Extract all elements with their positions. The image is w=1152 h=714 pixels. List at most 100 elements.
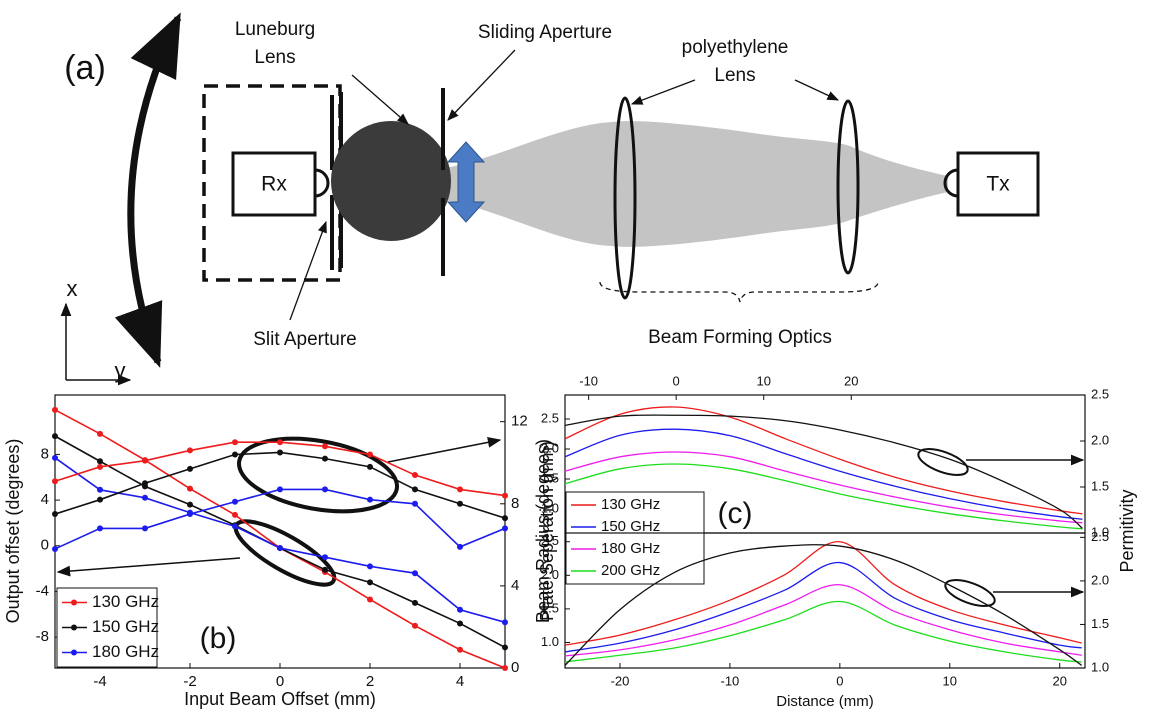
data-point <box>187 447 193 454</box>
y-tick-label: 4 <box>511 577 519 594</box>
diagram: (a) Rx Tx Luneburg Lens Sliding Aperture… <box>60 12 1040 386</box>
data-point <box>232 439 238 446</box>
x-tick-label: -2 <box>183 673 196 690</box>
y-tick-label: 2.0 <box>1091 572 1109 587</box>
y-axis-title: Plate Seperation (mm) <box>537 441 557 621</box>
x-tick-label: -10 <box>721 673 740 688</box>
data-point <box>367 596 373 603</box>
brace <box>599 281 879 303</box>
data-point <box>232 451 238 458</box>
legend-label: 130 GHz <box>92 592 159 611</box>
leader <box>289 220 327 321</box>
data-point <box>322 486 328 493</box>
data-point <box>97 430 103 437</box>
data-point <box>502 665 508 671</box>
legend-label: 150 GHz <box>92 617 159 636</box>
x-tick-label: 10 <box>943 673 957 688</box>
data-point <box>277 486 283 493</box>
y-tick-label: -4 <box>36 582 49 599</box>
data-point <box>367 463 373 470</box>
data-point <box>367 451 373 458</box>
data-point <box>412 622 418 629</box>
data-point <box>97 463 103 470</box>
legend-label: 180 GHz <box>601 540 660 557</box>
tx-label: Tx <box>986 173 1010 196</box>
chart: -20 -10 0 10 20 1.0 1.5 2.0 2.5 1.0 1.5 2.0 2.5 Dista… <box>541 529 1109 710</box>
x-tick-label: -10 <box>579 373 598 388</box>
data-point <box>97 486 103 493</box>
poly-lens <box>836 99 860 275</box>
data-point <box>52 511 58 518</box>
annotation-ellipse <box>944 579 996 607</box>
y-tick-label: -8 <box>36 628 49 645</box>
tx-horn <box>943 168 959 198</box>
slide-arrow <box>446 141 486 223</box>
series-line <box>564 561 1082 653</box>
y-tick-label: 1.5 <box>541 600 559 615</box>
data-point <box>232 511 238 518</box>
data-point <box>412 472 418 479</box>
x-tick-label: 2 <box>366 673 374 690</box>
data-point <box>412 500 418 507</box>
poly-label: Lens <box>714 65 755 86</box>
panel-label: (c) <box>718 497 753 530</box>
leader <box>447 49 516 121</box>
panel-label: (a) <box>64 49 106 87</box>
y-tick-label: 8 <box>511 495 519 512</box>
chart: -4 -2 0 2 4 -8 -4 0 4 8 0 4 8 12 130 GHz 150 GHz 180 GHz… <box>3 394 553 709</box>
legend-label: 150 GHz <box>601 518 660 535</box>
x-tick-label: -20 <box>611 673 630 688</box>
data-point <box>97 458 103 465</box>
data-point <box>502 492 508 499</box>
luneburg-lens <box>331 121 451 241</box>
data-point <box>52 478 58 485</box>
leader <box>351 74 409 125</box>
y-tick-label: 1.0 <box>1091 524 1109 539</box>
data-point <box>52 406 58 413</box>
series-line <box>564 600 1082 663</box>
series-line <box>564 541 1082 646</box>
data-point <box>502 644 508 651</box>
data-point <box>277 545 283 552</box>
x-axis-label: x <box>67 276 78 301</box>
y2-axis-title: Permitivity <box>1117 489 1137 572</box>
y-axis-label: y <box>115 358 126 383</box>
data-point <box>457 606 463 613</box>
y-tick-label: 1.5 <box>1091 616 1109 631</box>
aperture-label: Sliding Aperture <box>478 22 612 43</box>
data-point <box>142 480 148 487</box>
poly-lens <box>613 96 637 300</box>
legend-label: 200 GHz <box>601 562 660 579</box>
y-tick-label: 1.0 <box>1091 659 1109 674</box>
data-point <box>367 563 373 570</box>
data-point <box>412 570 418 577</box>
data-point <box>52 433 58 440</box>
data-point <box>322 554 328 561</box>
x-tick-label: -4 <box>93 673 106 690</box>
data-point <box>187 501 193 508</box>
data-point <box>502 619 508 626</box>
data-point <box>367 579 373 586</box>
data-point <box>502 525 508 532</box>
legend-marker <box>71 649 77 656</box>
data-point <box>322 566 328 573</box>
series-line <box>564 406 1083 515</box>
y-tick-label: 2.5 <box>1091 386 1109 401</box>
legend-label: 130 GHz <box>601 496 660 513</box>
y-tick-label: 1.0 <box>541 634 559 649</box>
data-point <box>97 496 103 503</box>
data-point <box>457 500 463 507</box>
slit-label: Slit Aperture <box>253 329 357 350</box>
series-line <box>564 428 1083 520</box>
y-tick-label: 4 <box>41 491 49 508</box>
data-point <box>187 511 193 518</box>
data-point <box>232 498 238 505</box>
y2-axis-title: Beam Radius (degees) <box>533 439 553 623</box>
data-point <box>142 525 148 532</box>
y-axis-title: Output offset (degrees) <box>3 439 23 624</box>
data-point <box>187 485 193 492</box>
y-tick-label: 2.5 <box>541 533 559 548</box>
legend-marker <box>71 624 77 631</box>
